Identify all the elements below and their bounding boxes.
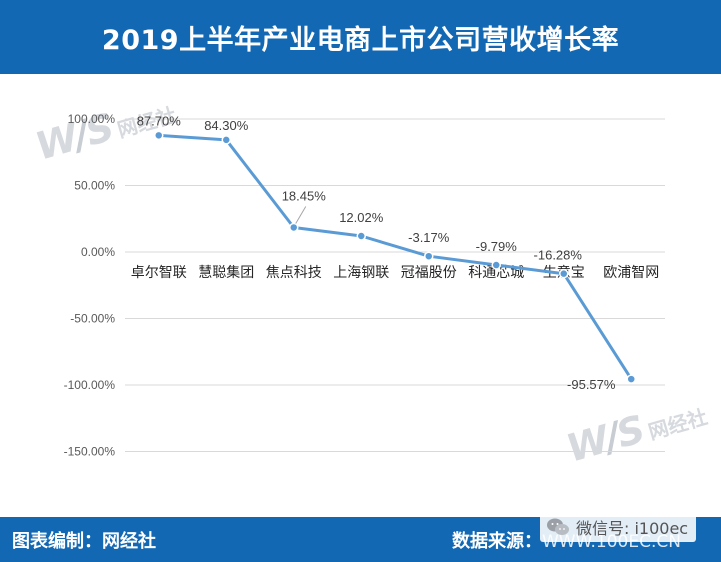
data-point xyxy=(424,251,434,261)
x-tick-label: 慧聪集团 xyxy=(198,264,254,281)
data-points xyxy=(154,130,636,384)
x-tick-label: 上海钢联 xyxy=(333,265,389,281)
x-tick-label: 欧浦智网 xyxy=(603,265,659,281)
chart-title: 2019上半年产业电商上市公司营收增长率 xyxy=(101,24,620,56)
x-tick-label: 冠福股份 xyxy=(401,265,457,281)
y-tick-label: 100.00% xyxy=(68,112,116,126)
wechat-icon xyxy=(547,518,569,535)
line-chart: 100.00% 50.00% 0.00% -50.00% -100.00% -150.00… xyxy=(64,112,665,459)
data-point xyxy=(626,374,636,384)
chart-header: 2019上半年产业电商上市公司营收增长率 xyxy=(0,0,721,74)
x-tick-label: 科通芯城 xyxy=(468,265,524,281)
wechat-badge: 微信号: i100ec xyxy=(540,512,697,542)
data-label: 18.45% xyxy=(282,188,327,203)
y-tick-label: 50.00% xyxy=(74,179,115,193)
label-leader-line xyxy=(295,206,307,224)
chart-credit: 图表编制：网经社 xyxy=(12,531,156,552)
data-point xyxy=(559,268,569,279)
wechat-id: 微信号: i100ec xyxy=(576,519,689,538)
data-point xyxy=(154,130,164,141)
data-source-label: 数据来源： xyxy=(452,531,542,552)
data-label: -9.79% xyxy=(476,239,518,254)
x-tick-label: 焦点科技 xyxy=(266,265,322,281)
data-label: 87.70% xyxy=(137,113,182,128)
x-tick-label: 卓尔智联 xyxy=(131,265,187,281)
y-tick-label: 0.00% xyxy=(81,245,115,259)
y-tick-label: -150.00% xyxy=(64,445,116,459)
data-labels: 87.70% 84.30% 18.45% 12.02% -3.17% -9.79% -16.… xyxy=(137,113,616,392)
series-line xyxy=(157,133,633,381)
data-point xyxy=(221,135,231,145)
data-label: 84.30% xyxy=(204,118,249,133)
x-axis-categories: 卓尔智联慧聪集团焦点科技上海钢联冠福股份科通芯城生意宝欧浦智网 xyxy=(131,264,660,281)
y-axis: 100.00% 50.00% 0.00% -50.00% -100.00% -150.00… xyxy=(64,112,116,459)
y-tick-label: -50.00% xyxy=(70,312,115,326)
data-label: -95.57% xyxy=(567,377,616,392)
y-tick-label: -100.00% xyxy=(64,378,116,392)
data-label: 12.02% xyxy=(339,210,384,225)
grid-lines xyxy=(125,118,665,452)
data-point xyxy=(491,260,501,270)
data-label: -16.28% xyxy=(534,248,583,263)
data-point xyxy=(356,231,366,241)
data-label: -3.17% xyxy=(408,230,450,245)
data-point xyxy=(289,222,299,233)
